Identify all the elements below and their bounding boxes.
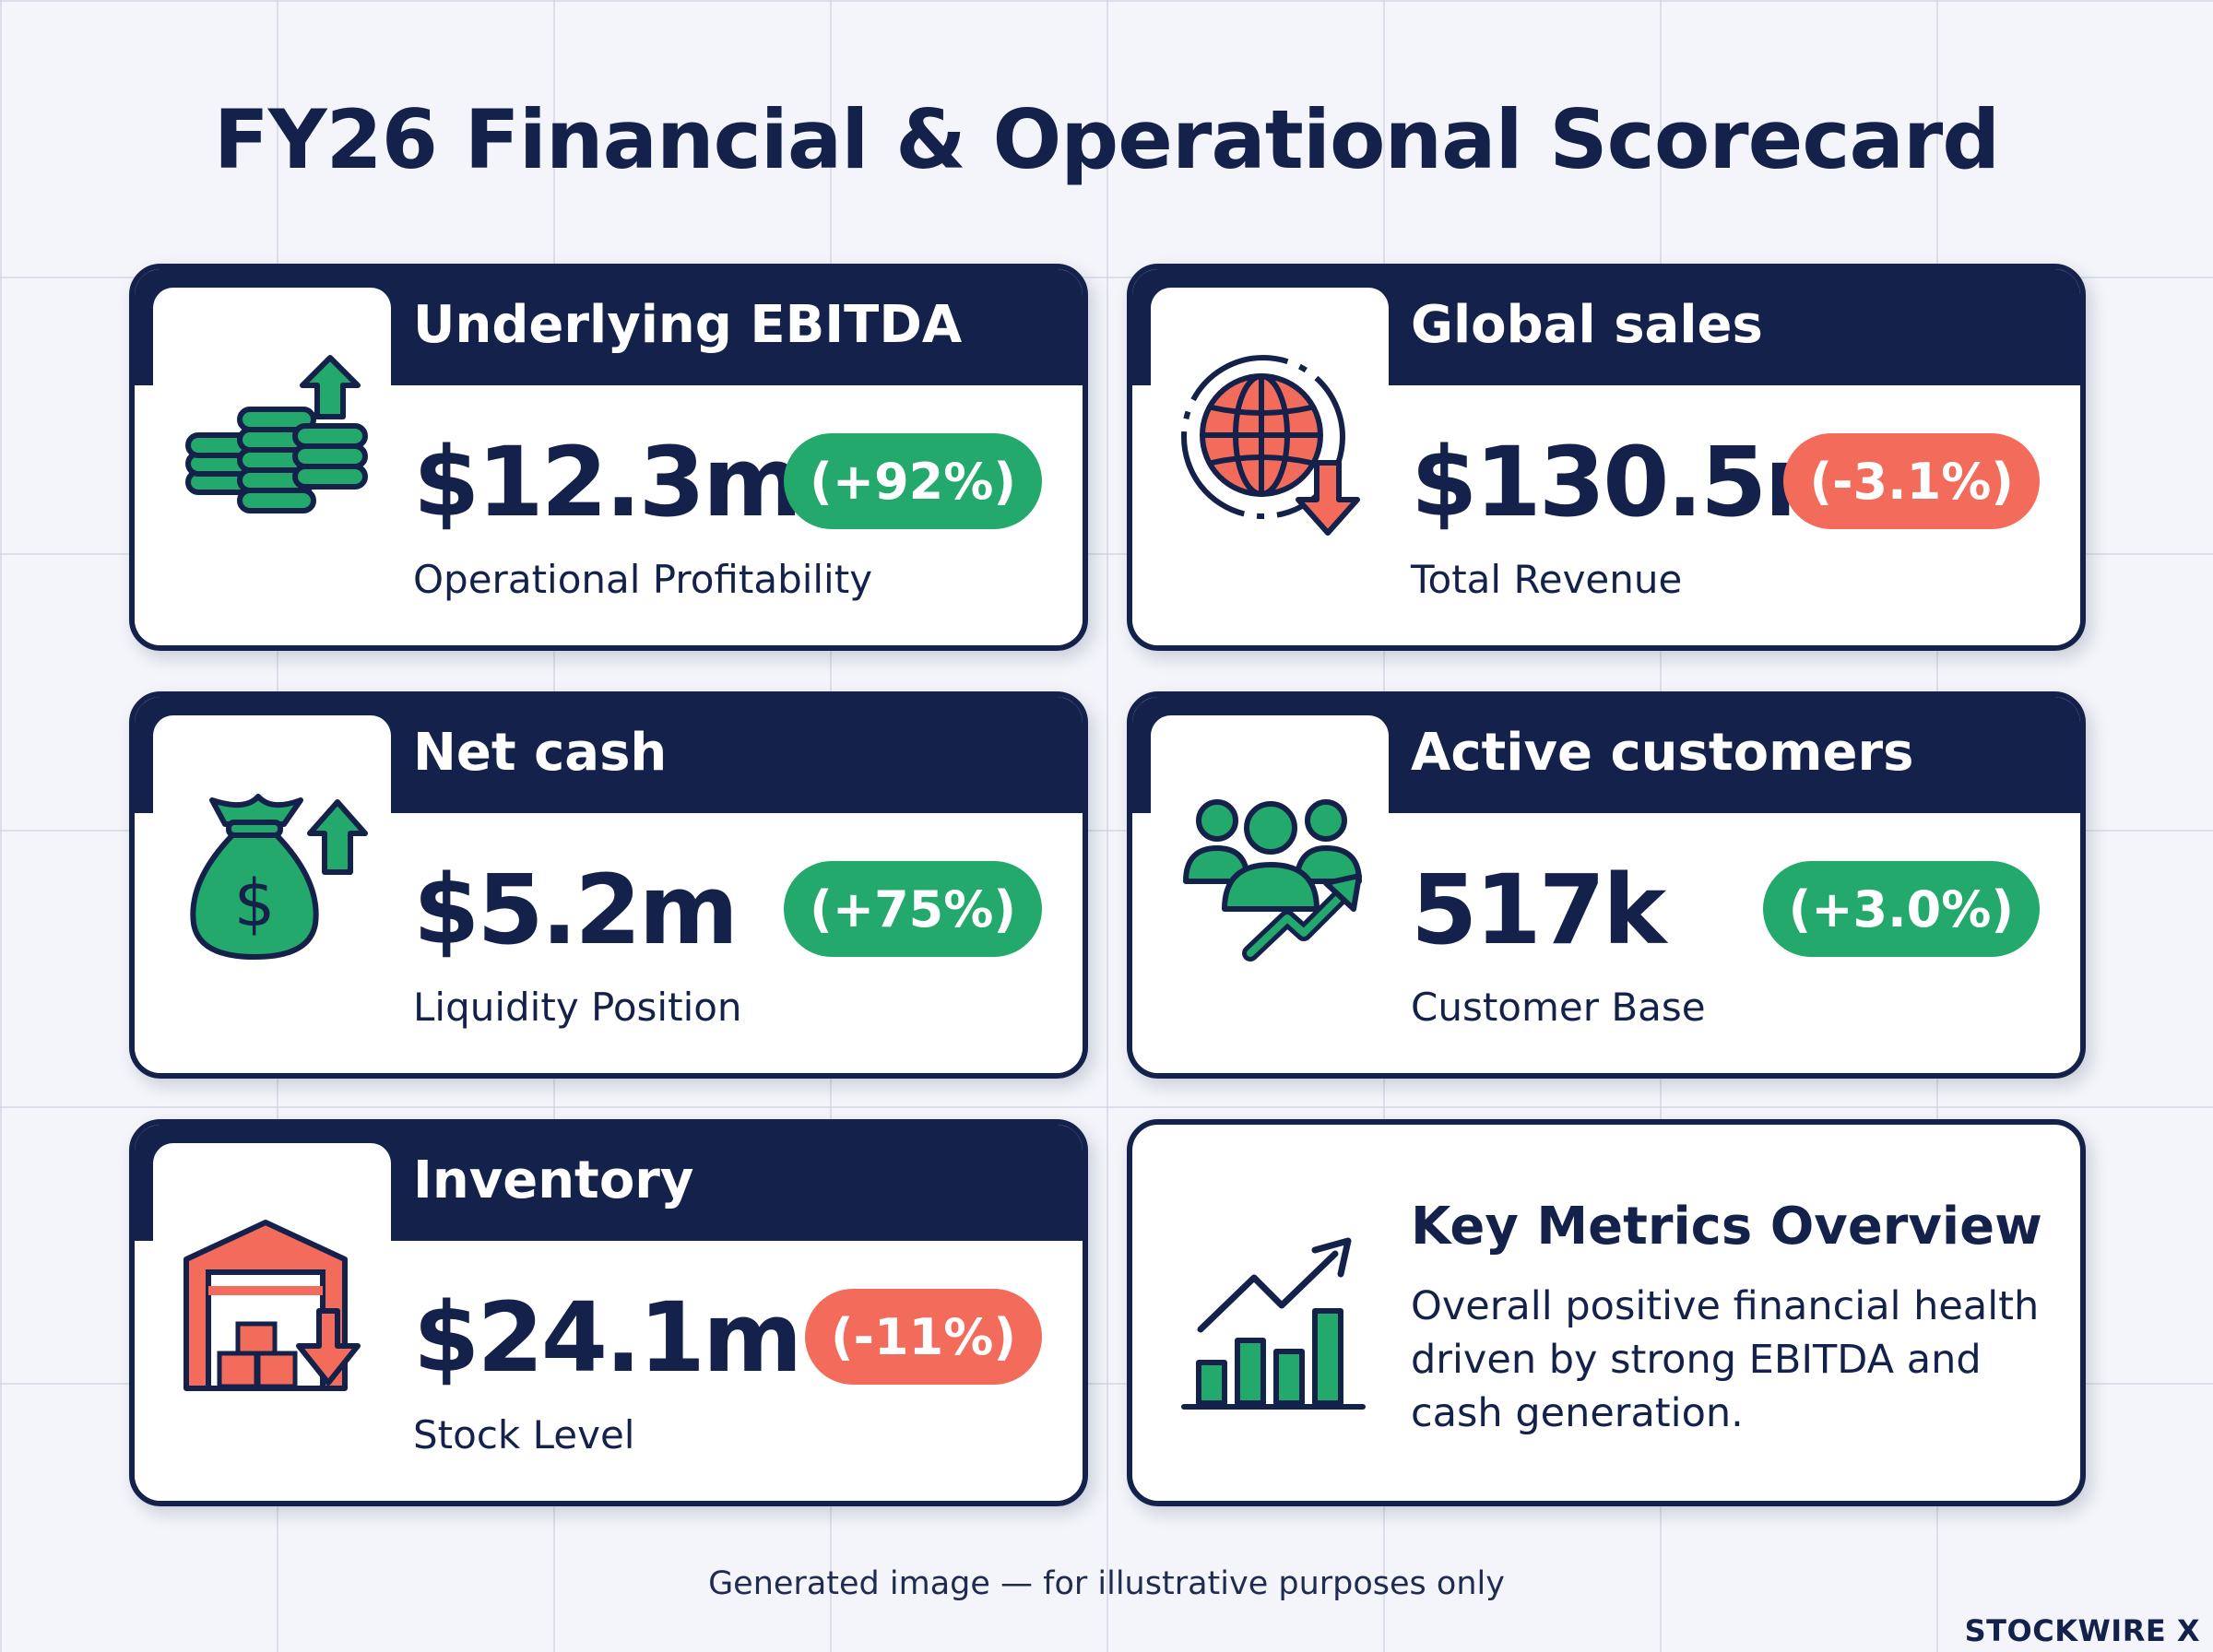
- card-inventory: Inventory $24.1m (-11%) Stock Level: [129, 1119, 1088, 1506]
- customers-trend-up-icon: [1183, 799, 1362, 962]
- card-value: $5.2m: [413, 854, 739, 966]
- card-global-sales: Global sales $130.5m (-3.1%) Total Reven…: [1127, 264, 2086, 651]
- card-heading: Net cash: [413, 723, 668, 783]
- card-heading: Global sales: [1411, 295, 1763, 355]
- footer-disclaimer: Generated image — for illustrative purpo…: [708, 1565, 1505, 1602]
- change-badge: (-3.1%): [1783, 433, 2040, 529]
- card-value: $24.1m: [413, 1281, 802, 1394]
- bar-chart-trend-icon: [1181, 1237, 1366, 1410]
- page-title: FY26 Financial & Operational Scorecard: [213, 92, 2001, 187]
- card-active-customers: Active customers 517k (+3.0%) Customer B…: [1127, 691, 2086, 1079]
- card-subtitle: Customer Base: [1411, 985, 1706, 1030]
- change-badge: (-11%): [804, 1289, 1042, 1385]
- card-heading: Active customers: [1411, 723, 1914, 783]
- overview-title: Key Metrics Overview: [1411, 1197, 2042, 1257]
- card-subtitle: Total Revenue: [1411, 557, 1683, 602]
- card-value: 517k: [1411, 854, 1666, 966]
- card-heading: Underlying EBITDA: [413, 295, 963, 355]
- globe-arrow-down-icon: [1181, 355, 1360, 536]
- card-key-metrics-overview: Key Metrics Overview Overall positive fi…: [1127, 1119, 2086, 1506]
- card-net-cash: Net cash $ $5.2m (+75%) Liquidity Positi…: [129, 691, 1088, 1079]
- card-subtitle: Liquidity Position: [413, 985, 742, 1030]
- change-badge: (+92%): [784, 433, 1042, 529]
- coins-arrow-up-icon: [185, 355, 368, 513]
- warehouse-arrow-down-icon: [183, 1220, 361, 1391]
- change-badge: (+75%): [784, 861, 1042, 957]
- card-subtitle: Stock Level: [413, 1412, 635, 1457]
- card-subtitle: Operational Profitability: [413, 557, 873, 602]
- svg-text:$: $: [234, 866, 276, 941]
- money-bag-arrow-up-icon: $: [190, 794, 368, 960]
- overview-text: Overall positive financial health driven…: [1411, 1283, 2040, 1436]
- change-badge: (+3.0%): [1762, 861, 2040, 957]
- brand-logo: STOCKWIRE X: [1964, 1613, 2200, 1648]
- card-heading: Inventory: [413, 1150, 694, 1210]
- card-value: $12.3m: [413, 426, 802, 538]
- card-underlying-ebitda: Underlying EBITDA $12.3m (+92%) Operatio…: [129, 264, 1088, 651]
